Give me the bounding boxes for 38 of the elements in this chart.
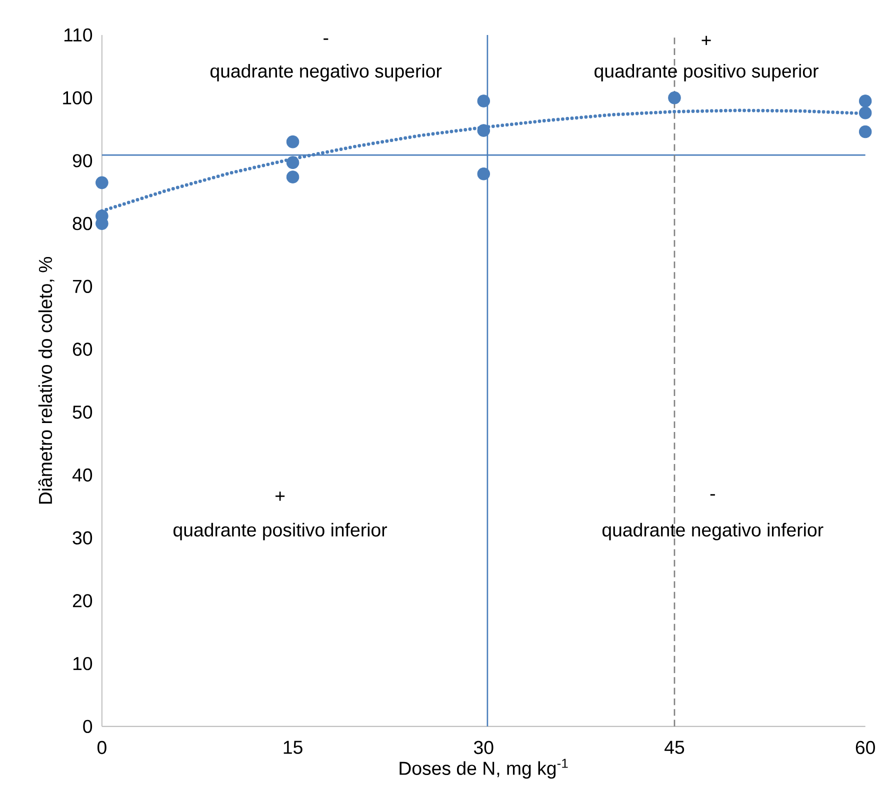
point <box>668 91 681 104</box>
y-tick-label: 0 <box>83 720 92 733</box>
x-tick-label: 15 <box>284 740 302 754</box>
y-tick-label: 50 <box>72 405 92 419</box>
point <box>286 156 300 169</box>
annotation: + <box>702 36 711 45</box>
y-tick-label: 40 <box>72 468 92 482</box>
x-axis-title: Doses de N, mg kg$^{-1}$ <box>400 758 568 778</box>
point <box>858 94 872 108</box>
x-tick-label: 30 <box>474 740 494 754</box>
annotation: - <box>710 494 715 496</box>
annotation: - <box>324 38 328 40</box>
annotation: + <box>276 491 285 501</box>
point <box>286 135 300 148</box>
point <box>477 94 490 108</box>
y-axis-title: Diâmetro relativo do coleto, % <box>38 256 54 504</box>
point <box>286 170 300 184</box>
x-tick-label: 0 <box>97 740 106 754</box>
y-tick-label: 80 <box>72 216 92 230</box>
annotation: quadrante positivo superior <box>594 64 818 82</box>
y-tick-label: 70 <box>72 280 92 293</box>
point <box>96 176 108 189</box>
y-tick-label: 60 <box>72 342 92 356</box>
x-tick-label: 45 <box>664 740 684 754</box>
point <box>477 124 490 137</box>
y-tick-label: 10 <box>73 656 92 670</box>
annotation: quadrante negativo superior <box>210 64 442 82</box>
annotation: quadrante positivo inferior <box>174 522 388 540</box>
annotation: quadrante negativo inferior <box>602 522 824 540</box>
y-tick-label: 100 <box>63 91 92 104</box>
point <box>858 106 872 120</box>
point <box>858 125 872 138</box>
y-tick-label: 90 <box>72 154 92 168</box>
y-tick-label: 20 <box>72 594 92 608</box>
y-tick-label: 110 <box>64 28 92 42</box>
y-tick-label: 30 <box>72 531 92 544</box>
x-tick-label: 60 <box>856 740 875 754</box>
point <box>477 167 490 180</box>
